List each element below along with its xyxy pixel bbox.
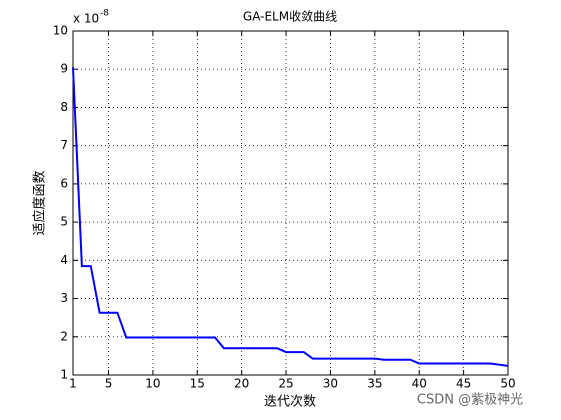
x-tick-label: 10 [145,377,160,391]
y-tick-label: 5 [60,215,68,229]
x-tick-label: 25 [278,377,293,391]
y-tick-label: 8 [60,100,68,114]
y-tick-label: 3 [60,291,68,305]
data-line [72,67,509,367]
y-tick-label: 6 [60,176,68,190]
y-tick-label: 4 [60,253,68,267]
plot-frame [72,30,509,376]
y-multiplier-base: x 10 [73,12,99,26]
y-axis-label: 适应度函数 [32,170,48,235]
x-tick-label: 40 [412,377,427,391]
x-tick-label: 35 [367,377,382,391]
x-tick-label: 30 [323,377,338,391]
x-tick-label: 5 [105,377,113,391]
x-tick-label: 1 [69,377,77,391]
x-tick-label: 15 [190,377,205,391]
watermark: CSDN @紫极神光 [417,393,523,408]
y-tick-label: 1 [60,368,68,382]
x-axis-label: 迭代次数 [264,394,316,410]
x-tick-label: 45 [456,377,471,391]
x-tick-label: 20 [234,377,249,391]
x-tick-label: 50 [500,377,515,391]
y-tick-label: 10 [53,24,68,38]
y-multiplier-exponent: -8 [100,9,109,19]
y-tick-label: 2 [60,329,68,343]
y-tick-label: 7 [60,138,68,152]
chart-title: GA-ELM收敛曲线 [243,9,337,24]
y-tick-label: 9 [60,62,68,76]
